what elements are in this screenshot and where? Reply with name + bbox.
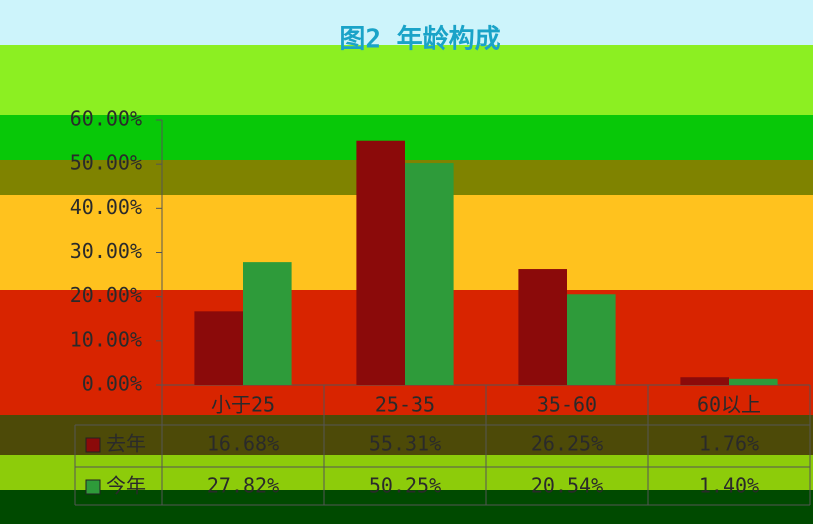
bar	[567, 294, 616, 385]
table-cell: 55.31%	[369, 432, 441, 456]
background	[0, 490, 813, 524]
bar	[194, 311, 243, 385]
bar	[405, 163, 454, 385]
bar	[356, 140, 405, 385]
x-tick-label: 25-35	[375, 393, 435, 417]
chart-title: 图2 年龄构成	[339, 24, 500, 55]
legend-swatch	[85, 437, 101, 453]
table-cell: 1.40%	[699, 474, 759, 498]
background	[0, 0, 813, 45]
legend-label: 今年	[106, 474, 146, 498]
background	[0, 415, 813, 455]
x-tick-label: 小于25	[211, 393, 275, 417]
legend-label: 去年	[106, 432, 146, 456]
y-tick-label: 20.00%	[70, 283, 142, 307]
y-tick-label: 50.00%	[70, 151, 142, 175]
y-tick-label: 30.00%	[70, 239, 142, 263]
y-tick-label: 60.00%	[70, 107, 142, 131]
background	[0, 115, 813, 160]
table-cell: 27.82%	[207, 474, 279, 498]
y-tick-label: 10.00%	[70, 327, 142, 351]
table-cell: 50.25%	[369, 474, 441, 498]
bar	[729, 378, 778, 385]
y-tick-label: 40.00%	[70, 195, 142, 219]
bar	[518, 269, 567, 385]
x-tick-label: 35-60	[537, 393, 597, 417]
background	[0, 45, 813, 115]
x-tick-label: 60以上	[697, 393, 761, 417]
bar	[243, 262, 292, 385]
background	[0, 455, 813, 490]
table-cell: 20.54%	[531, 474, 603, 498]
table-cell: 16.68%	[207, 432, 279, 456]
table-cell: 1.76%	[699, 432, 759, 456]
table-cell: 26.25%	[531, 432, 603, 456]
legend-swatch	[85, 479, 101, 495]
bar	[680, 377, 729, 385]
y-tick-label: 0.00%	[82, 372, 142, 396]
